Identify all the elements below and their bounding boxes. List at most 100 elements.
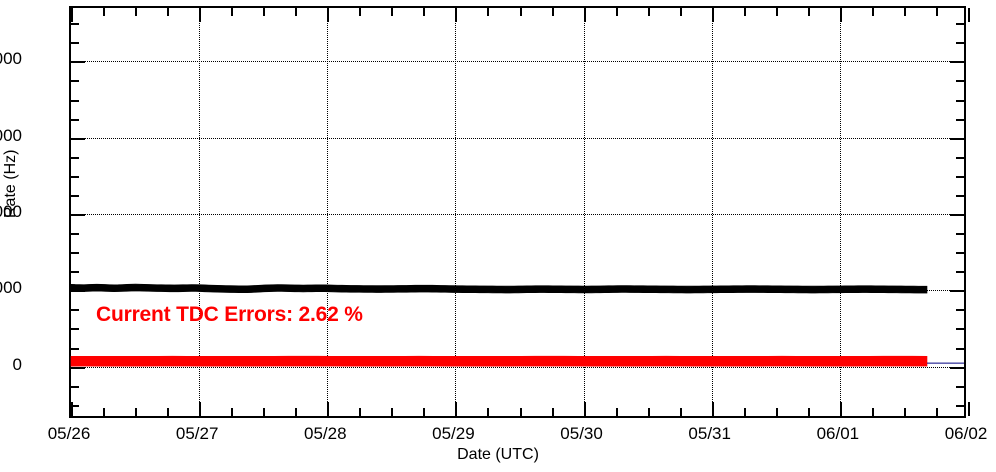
x-axis-tick-minor bbox=[487, 8, 490, 16]
y-axis-tick-minor bbox=[71, 347, 79, 350]
y-axis-tick-minor bbox=[956, 194, 964, 197]
y-axis-tick-minor bbox=[956, 385, 964, 388]
x-axis-tick-major bbox=[455, 402, 458, 416]
x-axis-tick-label: 05/29 bbox=[432, 424, 475, 443]
x-axis-tick-minor bbox=[263, 8, 266, 16]
y-axis-tick-minor bbox=[71, 156, 79, 159]
x-axis-tick-minor bbox=[551, 8, 554, 16]
x-axis-tick-minor bbox=[903, 408, 906, 416]
y-axis-tick-minor bbox=[956, 404, 964, 407]
y-axis-tick-minor bbox=[71, 233, 79, 236]
x-axis-tick-major bbox=[199, 8, 202, 22]
x-axis-tick-minor bbox=[359, 8, 362, 16]
x-axis-tick-minor bbox=[103, 408, 106, 416]
y-axis-tick-minor bbox=[71, 252, 79, 255]
x-axis-tick-major bbox=[968, 8, 970, 22]
x-axis-tick-label: 05/31 bbox=[688, 424, 731, 443]
y-axis-tick-minor bbox=[71, 328, 79, 331]
x-axis-tick-major bbox=[455, 8, 458, 22]
x-axis-tick-major bbox=[839, 402, 842, 416]
x-axis-tick-minor bbox=[423, 8, 426, 16]
x-axis-tick-minor bbox=[615, 8, 618, 16]
gridline-vertical bbox=[199, 8, 201, 416]
x-axis-tick-label: 05/27 bbox=[175, 424, 219, 443]
x-axis-tick-minor bbox=[807, 408, 810, 416]
x-axis-tick-minor bbox=[423, 408, 426, 416]
y-axis-tick-major bbox=[950, 61, 964, 64]
y-axis-tick-major bbox=[71, 137, 85, 140]
tdc-error-annotation: Current TDC Errors: 2.62 % bbox=[96, 303, 363, 326]
gridline-horizontal bbox=[71, 61, 964, 63]
x-axis-tick-minor bbox=[743, 8, 746, 16]
y-axis-tick-minor bbox=[71, 271, 79, 274]
y-axis-tick-minor bbox=[956, 271, 964, 274]
y-axis-tick-minor bbox=[71, 194, 79, 197]
x-axis-tick-minor bbox=[231, 408, 234, 416]
x-axis-tick-minor bbox=[679, 408, 682, 416]
x-axis-tick-major bbox=[968, 402, 970, 416]
gridline-vertical bbox=[839, 8, 841, 416]
x-axis-tick-minor bbox=[519, 8, 522, 16]
y-axis-tick-label: 40000 bbox=[0, 202, 22, 221]
x-axis-tick-minor bbox=[103, 8, 106, 16]
x-axis-tick-minor bbox=[647, 8, 650, 16]
y-axis-tick-minor bbox=[71, 309, 79, 312]
y-axis-tick-minor bbox=[71, 118, 79, 121]
y-axis-tick-minor bbox=[71, 175, 79, 178]
x-axis-tick-major bbox=[71, 402, 73, 416]
x-axis-tick-minor bbox=[167, 408, 170, 416]
y-axis-tick-minor bbox=[956, 80, 964, 83]
y-axis-tick-minor bbox=[956, 347, 964, 350]
x-axis-tick-minor bbox=[775, 8, 778, 16]
x-axis-tick-label: 05/26 bbox=[47, 424, 91, 443]
x-axis-tick-minor bbox=[615, 408, 618, 416]
y-axis-tick-major bbox=[950, 214, 964, 216]
x-axis-tick-minor bbox=[871, 8, 874, 16]
y-axis-tick-minor bbox=[71, 42, 79, 45]
x-axis-title: Date (UTC) bbox=[457, 446, 539, 463]
y-axis-tick-minor bbox=[956, 156, 964, 159]
x-axis-tick-minor bbox=[231, 8, 234, 16]
x-axis-tick-minor bbox=[135, 8, 138, 16]
x-axis-tick-minor bbox=[391, 8, 394, 16]
gridline-vertical bbox=[455, 8, 457, 416]
x-axis-tick-major bbox=[327, 402, 330, 416]
x-axis-tick-major bbox=[711, 402, 714, 416]
y-axis-tick-minor bbox=[71, 80, 79, 83]
x-axis-tick-label: 05/30 bbox=[560, 424, 603, 443]
x-axis-tick-minor bbox=[359, 408, 362, 416]
x-axis-tick-major bbox=[583, 402, 586, 416]
x-axis-tick-minor bbox=[167, 8, 170, 16]
y-axis-tick-major bbox=[71, 214, 85, 216]
y-axis-tick-minor bbox=[956, 23, 964, 26]
x-axis-tick-minor bbox=[647, 408, 650, 416]
x-axis-tick-minor bbox=[487, 408, 490, 416]
gridline-horizontal bbox=[71, 214, 964, 215]
x-axis-tick-minor bbox=[775, 408, 778, 416]
x-axis-tick-minor bbox=[391, 408, 394, 416]
x-axis-tick-label: 06/02 bbox=[944, 424, 988, 443]
y-axis-tick-major bbox=[950, 366, 964, 369]
y-axis-tick-major bbox=[950, 137, 964, 140]
plot-frame bbox=[69, 6, 970, 418]
x-axis-tick-minor bbox=[871, 408, 874, 416]
y-axis-tick-minor bbox=[956, 309, 964, 312]
y-axis-tick-label: 0 bbox=[12, 354, 22, 374]
x-axis-tick-minor bbox=[743, 408, 746, 416]
y-axis-tick-minor bbox=[956, 42, 964, 45]
data-series-layer bbox=[70, 283, 964, 367]
x-axis-tick-label: 05/28 bbox=[304, 424, 347, 443]
y-axis-tick-minor bbox=[71, 404, 79, 407]
gridline-vertical bbox=[711, 8, 713, 416]
y-axis-tick-minor bbox=[956, 233, 964, 236]
x-axis-tick-minor bbox=[295, 408, 298, 416]
gridline-vertical bbox=[327, 8, 329, 416]
y-axis-tick-minor bbox=[71, 385, 79, 388]
y-axis-tick-minor bbox=[71, 23, 79, 26]
y-axis-tick-label: 60000 bbox=[0, 125, 22, 145]
series-tdc-error-rate bbox=[70, 355, 928, 367]
x-axis-tick-minor bbox=[935, 8, 938, 16]
x-axis-tick-major bbox=[199, 402, 202, 416]
y-axis-tick-minor bbox=[956, 118, 964, 121]
